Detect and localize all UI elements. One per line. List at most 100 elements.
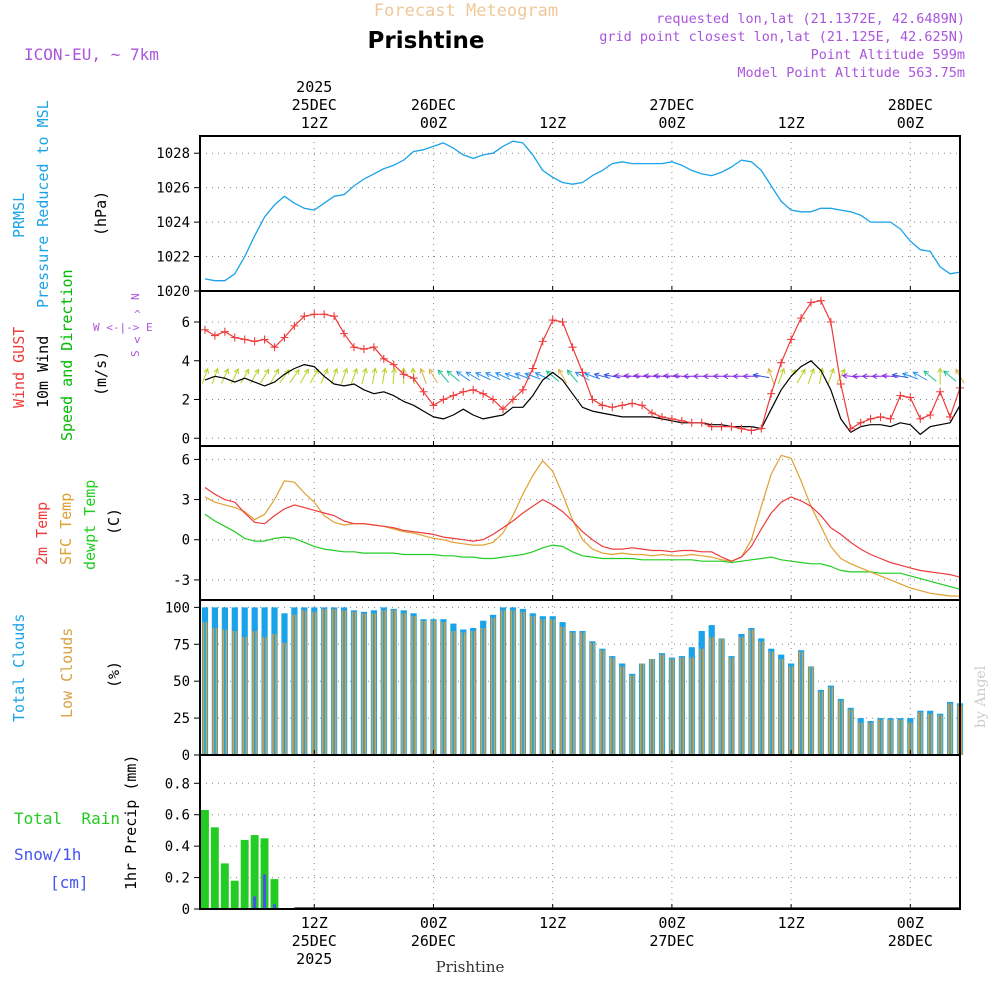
temp-2m-label: 2m Temp bbox=[33, 502, 51, 565]
gust-marker bbox=[797, 314, 806, 323]
gust-marker bbox=[638, 401, 647, 410]
gust-marker bbox=[280, 333, 289, 342]
wind-dir-arrow bbox=[584, 373, 601, 380]
low-clouds-bar bbox=[315, 611, 317, 755]
y-tick-label: 0 bbox=[182, 748, 190, 764]
low-clouds-bar bbox=[632, 675, 635, 755]
gust-marker bbox=[876, 412, 885, 421]
wind-panel-labels: Wind GUST 10m Wind Speed and Direction (… bbox=[10, 269, 110, 441]
low-clouds-bar bbox=[222, 629, 224, 755]
temp-unit-label: (C) bbox=[105, 508, 123, 535]
low-clouds-bar bbox=[937, 715, 940, 755]
total-clouds-bar bbox=[390, 608, 397, 755]
low-clouds-label: Low Clouds bbox=[58, 628, 76, 718]
total-clouds-bar bbox=[947, 701, 954, 755]
wind-dir-arrow bbox=[495, 372, 511, 381]
gust-marker bbox=[618, 401, 627, 410]
grid-point-lonlat: grid point closest lon,lat (21.125E, 42.… bbox=[599, 29, 965, 45]
low-clouds-bar bbox=[659, 654, 662, 755]
wind-dir-arrowhead bbox=[861, 373, 868, 380]
total-clouds-bar bbox=[410, 613, 417, 755]
wind-dir-arrowhead bbox=[841, 373, 848, 379]
wind-gust-label: Wind GUST bbox=[10, 327, 28, 408]
wind-dir-arrowhead bbox=[514, 372, 521, 378]
location-title: Prishtine bbox=[368, 28, 485, 54]
wind-dir-arrow bbox=[475, 372, 491, 381]
low-clouds-bar bbox=[292, 614, 294, 755]
total-clouds-bar bbox=[529, 613, 536, 755]
wind-dir-arrow bbox=[260, 369, 270, 384]
low-clouds-bar bbox=[639, 663, 642, 755]
temp-panel-labels: 2m Temp SFC Temp dewpt Temp (C) bbox=[33, 480, 123, 570]
wind-dir-arrowhead bbox=[558, 368, 564, 375]
top-time-label: 00Z bbox=[420, 114, 447, 132]
total-clouds-bar bbox=[221, 607, 228, 755]
total-clouds-bar bbox=[728, 656, 735, 755]
low-clouds-bar bbox=[851, 709, 853, 755]
wind-dir-arrowhead bbox=[223, 368, 230, 375]
low-clouds-bar bbox=[424, 620, 426, 755]
total-clouds-bar bbox=[519, 608, 526, 755]
sfc-temp-series bbox=[204, 454, 960, 597]
pressure-panel-labels: PRMSL Pressure Reduced to MSL (hPa) bbox=[10, 100, 110, 308]
wind-dir-arrow bbox=[634, 375, 651, 378]
low-clouds-bar bbox=[212, 628, 215, 755]
total-clouds-bar bbox=[321, 607, 328, 755]
low-clouds-bar bbox=[474, 631, 476, 755]
snow-bar bbox=[253, 896, 257, 909]
low-clouds-bar bbox=[702, 648, 704, 755]
bottom-time-label: 00Z bbox=[658, 914, 685, 932]
wind-dir-arrowhead bbox=[790, 368, 797, 375]
low-clouds-bar bbox=[341, 610, 344, 755]
low-clouds-bar bbox=[699, 648, 701, 755]
top-time-label: 25DEC bbox=[292, 96, 337, 114]
wind-dir-arrowhead bbox=[437, 369, 444, 376]
low-clouds-bar bbox=[282, 642, 284, 755]
gust-marker bbox=[548, 316, 557, 325]
gust-marker bbox=[826, 318, 835, 326]
total-clouds-bar bbox=[251, 607, 258, 755]
dewpt-temp-series bbox=[204, 513, 961, 590]
y-tick-label: 1026 bbox=[156, 181, 190, 197]
gust-marker bbox=[439, 395, 448, 404]
low-clouds-bar bbox=[821, 691, 824, 755]
y-tick-label: 1024 bbox=[156, 215, 190, 231]
low-clouds-bar bbox=[931, 713, 933, 755]
bottom-time-label: 12Z bbox=[778, 914, 805, 932]
y-tick-label: 0.4 bbox=[165, 839, 190, 855]
low-clouds-bar bbox=[719, 638, 721, 755]
low-clouds-bar bbox=[610, 657, 612, 755]
gust-marker bbox=[757, 424, 766, 433]
low-clouds-bar bbox=[901, 719, 903, 755]
wind-dir-arrowhead bbox=[623, 373, 629, 379]
temp-dewpt-label: dewpt Temp bbox=[81, 480, 99, 570]
total-clouds-bar bbox=[748, 628, 755, 755]
top-time-label: 27DEC bbox=[649, 96, 694, 114]
bottom-time-label: 00Z bbox=[420, 914, 447, 932]
total-clouds-bar bbox=[837, 698, 844, 755]
low-clouds-bar bbox=[285, 642, 287, 755]
wind-dir-arrowhead bbox=[643, 373, 649, 379]
low-clouds-bar bbox=[759, 641, 761, 755]
gust-marker bbox=[856, 418, 865, 427]
low-clouds-bar bbox=[520, 611, 523, 755]
gust-marker bbox=[200, 325, 209, 334]
top-time-label: 12Z bbox=[778, 114, 805, 132]
wind-dir-arrowhead bbox=[545, 370, 552, 376]
wind-dir-arrow bbox=[381, 368, 386, 385]
wind-dir-arrowhead bbox=[566, 369, 573, 376]
wind-dir-arrow bbox=[240, 369, 250, 384]
low-clouds-bar bbox=[679, 657, 681, 755]
low-clouds-bar bbox=[861, 722, 863, 755]
low-clouds-bar bbox=[950, 703, 953, 755]
gust-marker bbox=[648, 409, 657, 418]
total-clouds-bar bbox=[788, 663, 795, 755]
wind-dir-arrowhead bbox=[583, 372, 590, 378]
grid-layer bbox=[200, 136, 960, 910]
wind-dir-arrowhead bbox=[692, 373, 699, 380]
low-clouds-bar bbox=[808, 666, 811, 755]
wind-dir-arrow bbox=[429, 369, 438, 384]
total-clouds-bar bbox=[907, 718, 914, 755]
low-clouds-bar bbox=[729, 657, 731, 755]
total-clouds-bar bbox=[331, 607, 338, 755]
